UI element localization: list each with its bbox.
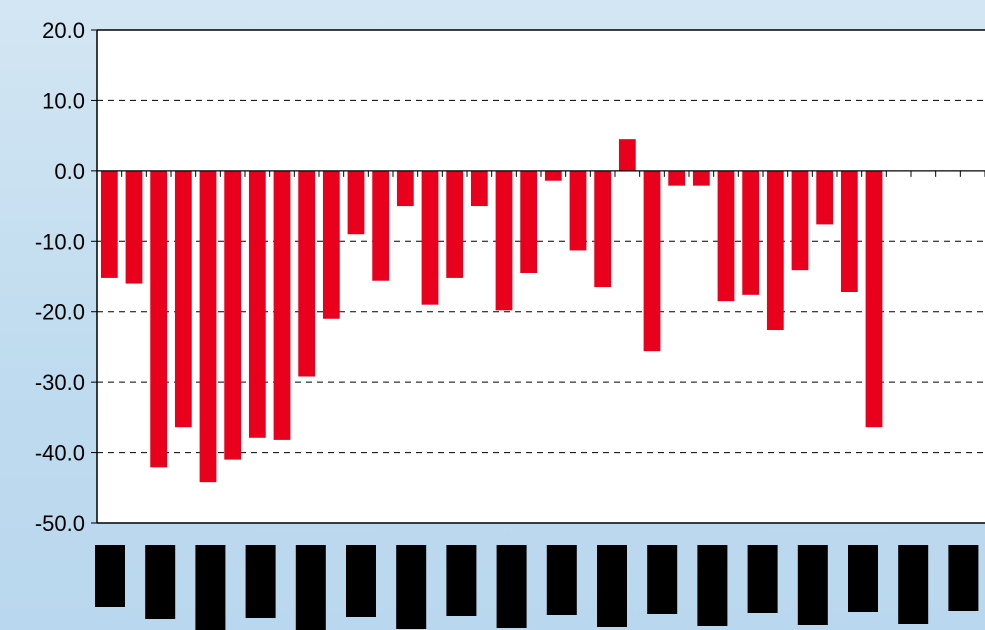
bar	[692, 170, 710, 186]
x-label-redaction	[848, 545, 878, 612]
x-label-redaction	[546, 545, 577, 615]
x-label-redaction	[346, 545, 376, 617]
y-tick-label: -10.0	[35, 229, 85, 254]
bar	[520, 170, 538, 273]
bar	[446, 170, 464, 278]
bar	[717, 170, 735, 302]
x-label-redaction	[797, 545, 828, 625]
bar	[347, 170, 365, 235]
plot-area	[97, 30, 985, 523]
bar	[372, 170, 390, 281]
bar	[199, 170, 217, 483]
y-tick-label: 20.0	[42, 18, 85, 43]
x-label-redaction	[898, 545, 929, 624]
x-label-redaction	[195, 545, 226, 630]
y-axis-ticks: 20.0 10.0 0.0 -10.0 -20.0 -30.0 -40.0 -50.0	[35, 18, 97, 536]
bar	[273, 170, 291, 440]
x-label-redaction	[295, 545, 326, 630]
bar	[618, 139, 636, 171]
bar	[668, 170, 686, 186]
bar	[495, 170, 513, 311]
bar	[224, 170, 242, 460]
bar	[470, 170, 488, 207]
x-label-redaction	[647, 545, 678, 614]
x-label-redaction	[396, 545, 427, 629]
bar	[840, 170, 858, 292]
y-tick-label: -30.0	[35, 370, 85, 395]
x-label-redaction	[446, 545, 477, 616]
bars	[100, 139, 883, 483]
bar	[865, 170, 883, 428]
x-axis-labels-redacted	[95, 545, 979, 630]
bar	[742, 170, 760, 295]
bar	[816, 170, 834, 225]
bar	[248, 170, 266, 438]
y-tick-label: -50.0	[35, 511, 85, 536]
bar	[421, 170, 439, 305]
bar	[322, 170, 340, 319]
bar	[766, 170, 784, 331]
bar	[594, 170, 612, 288]
bar	[125, 170, 143, 284]
bar	[150, 170, 168, 468]
bar	[100, 170, 118, 278]
bar	[298, 170, 316, 377]
x-label-redaction	[145, 545, 176, 619]
y-tick-label: -20.0	[35, 300, 85, 325]
gridlines	[97, 99, 985, 454]
x-label-redaction	[95, 545, 125, 607]
bar	[791, 170, 809, 271]
x-label-redaction	[948, 545, 979, 611]
axes	[96, 29, 985, 524]
x-label-redaction	[496, 545, 527, 628]
y-tick-label: 0.0	[54, 159, 85, 184]
bar	[544, 170, 562, 181]
x-label-redaction	[747, 545, 778, 613]
bar	[174, 170, 192, 428]
x-label-redaction	[597, 545, 627, 627]
bar	[569, 170, 587, 251]
bar	[643, 170, 661, 352]
y-tick-label: -40.0	[35, 441, 85, 466]
y-tick-label: 10.0	[42, 88, 85, 113]
x-label-redaction	[697, 545, 728, 626]
x-label-redaction	[245, 545, 276, 618]
bar	[396, 170, 414, 207]
